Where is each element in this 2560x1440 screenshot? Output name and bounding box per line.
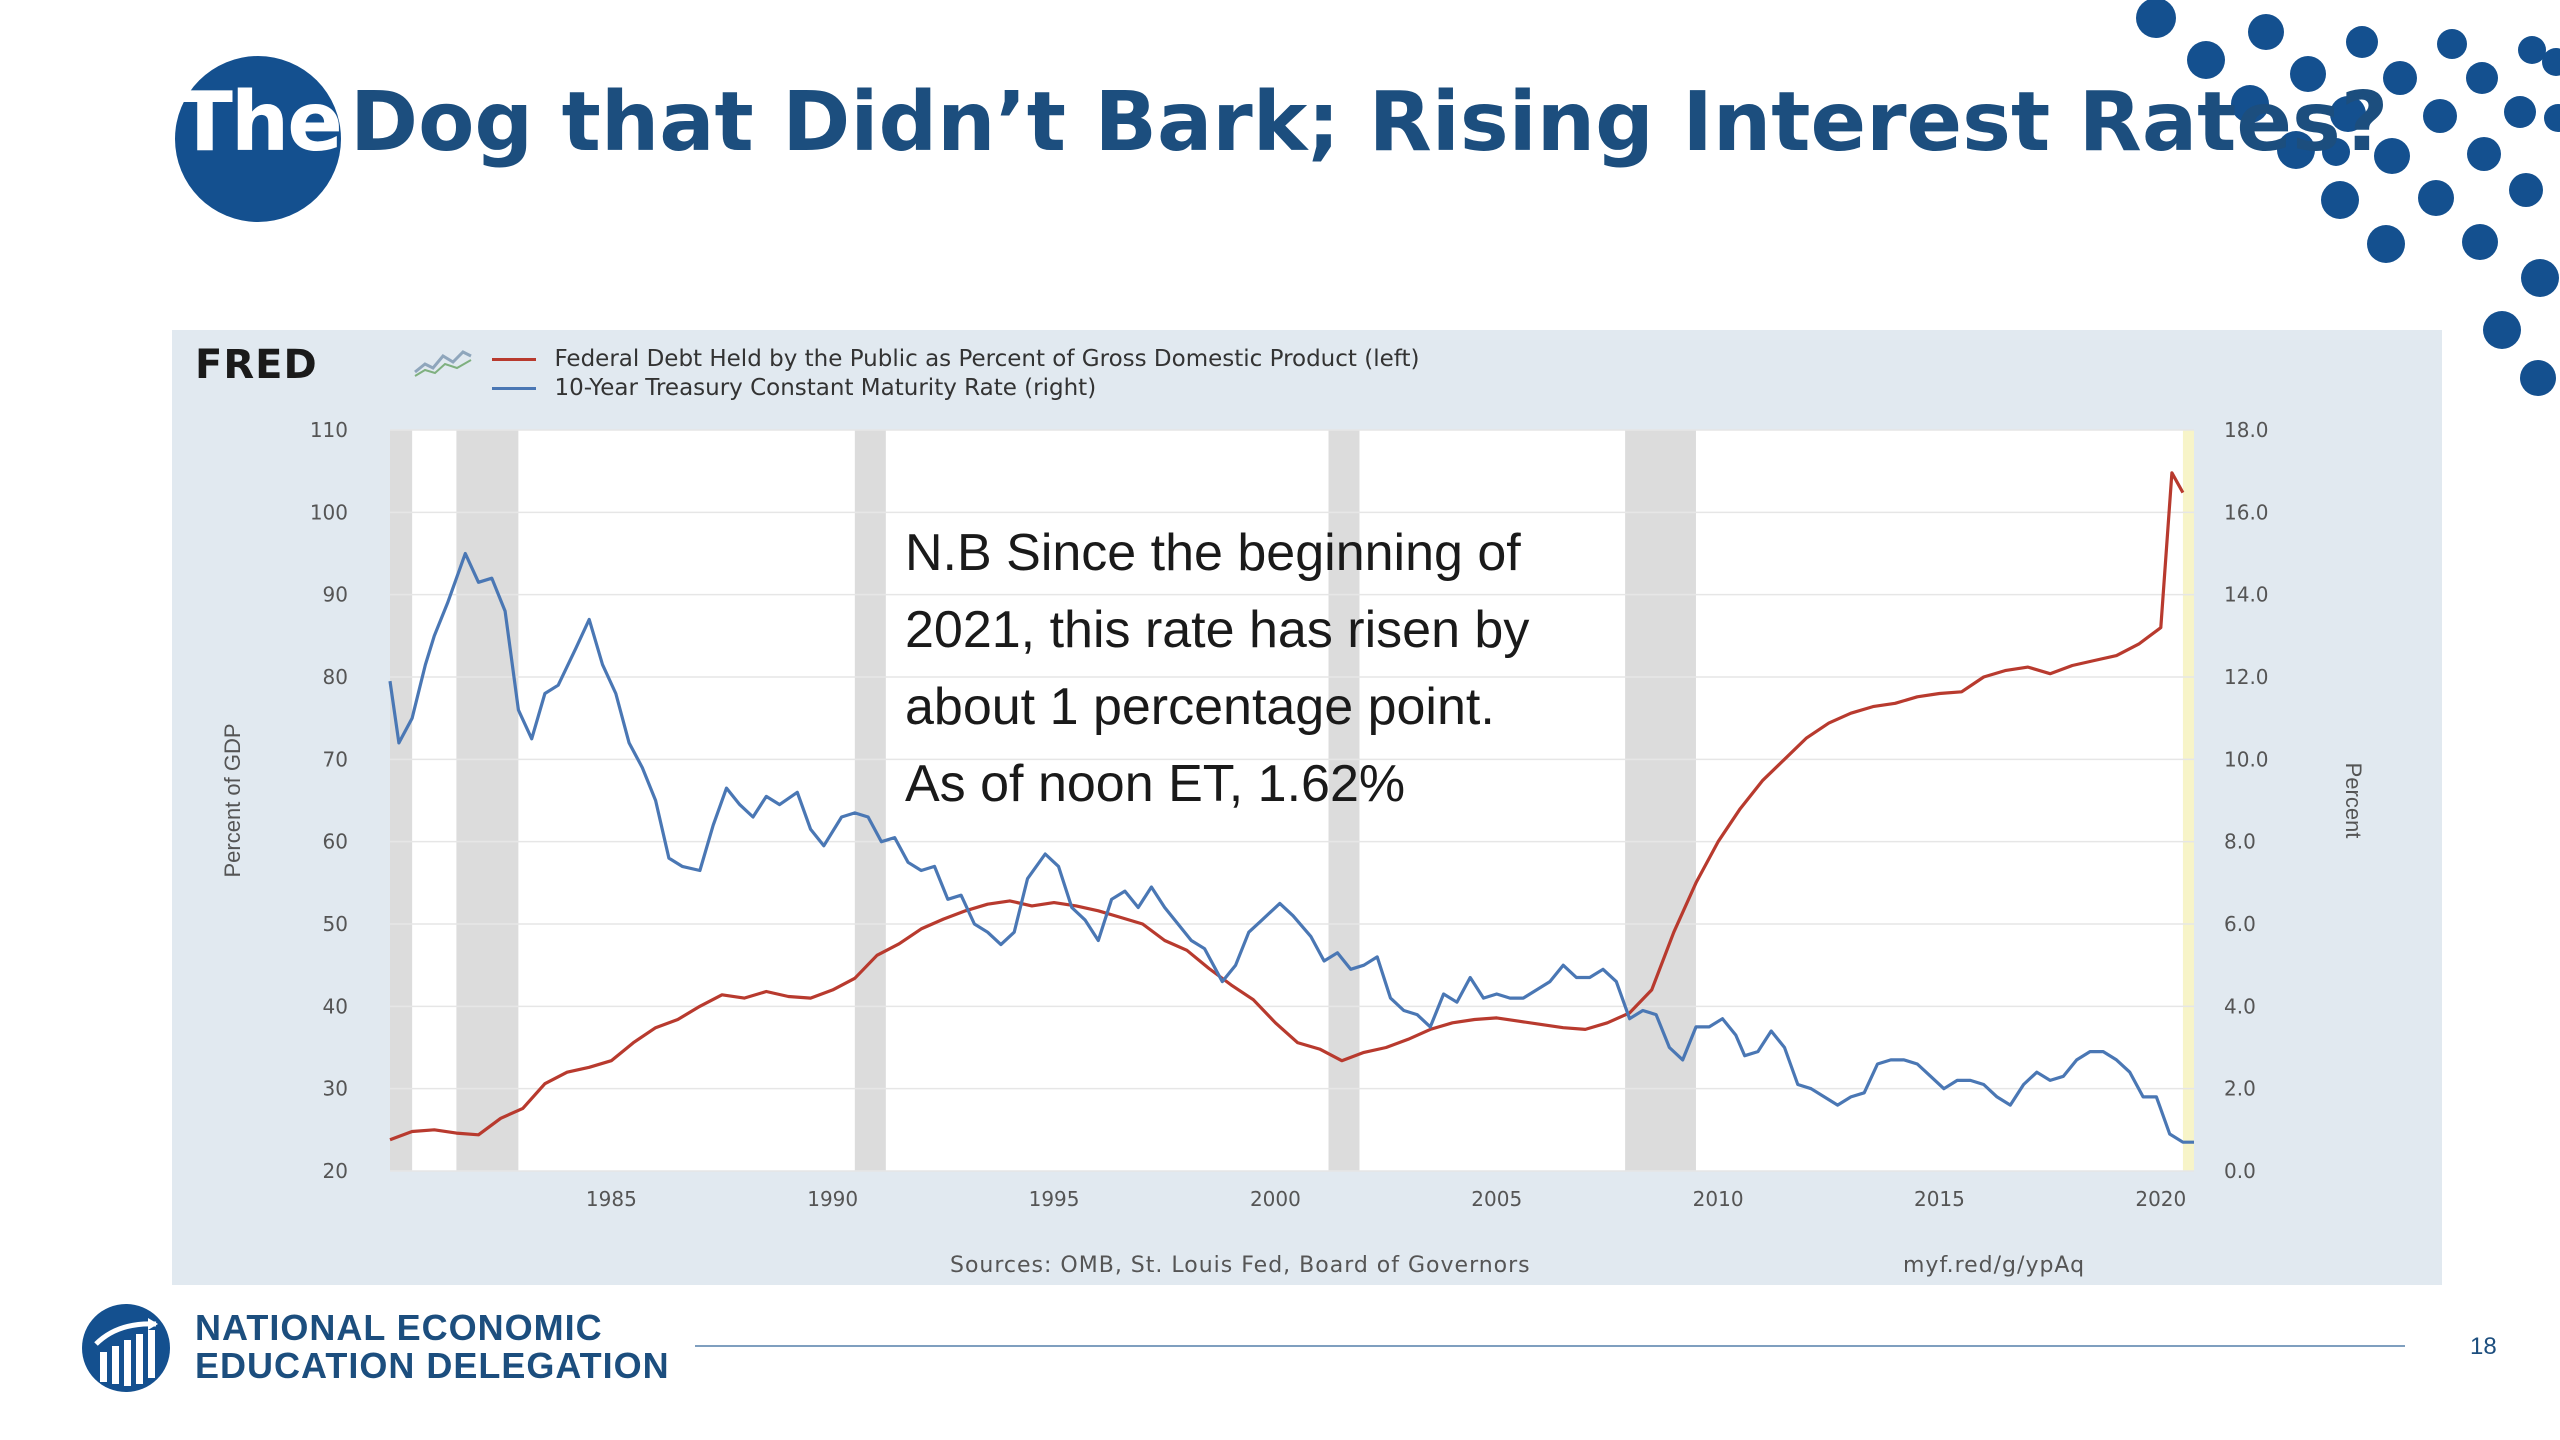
decorative-dot <box>2467 137 2501 171</box>
decorative-dot <box>2248 14 2284 50</box>
decorative-dot <box>2544 104 2560 132</box>
title-prefix: The <box>177 75 343 170</box>
y-right-tick-label: 2.0 <box>2224 1077 2256 1101</box>
y-right-tick-label: 6.0 <box>2224 912 2256 936</box>
recession-band <box>1625 430 1696 1171</box>
y-right-tick-label: 16.0 <box>2224 500 2269 524</box>
recession-band <box>456 430 519 1171</box>
y-left-tick-label: 80 <box>323 665 348 689</box>
y-right-axis-title: Percent <box>2341 763 2366 839</box>
x-tick-label: 2005 <box>1471 1187 1522 1211</box>
y-left-tick-label: 20 <box>323 1159 348 1183</box>
decorative-dot <box>2346 26 2378 58</box>
organization-name-line1: NATIONAL ECONOMIC <box>195 1307 603 1348</box>
fred-graph-icon <box>413 346 473 378</box>
decorative-dot <box>2521 259 2559 297</box>
decorative-dot <box>2367 225 2405 263</box>
legend-label-debt: Federal Debt Held by the Public as Perce… <box>554 346 1420 372</box>
y-left-tick-label: 70 <box>323 747 348 771</box>
decorative-dot <box>2466 62 2498 94</box>
y-right-tick-label: 8.0 <box>2224 830 2256 854</box>
y-right-tick-label: 0.0 <box>2224 1159 2256 1183</box>
legend-swatch-treasury <box>492 386 536 390</box>
x-tick-label: 2020 <box>2135 1187 2186 1211</box>
page-number: 18 <box>2470 1333 2497 1360</box>
x-tick-label: 1990 <box>807 1187 858 1211</box>
fred-logo: FRED <box>195 342 318 388</box>
decorative-dot <box>2374 138 2410 174</box>
decorative-dot <box>2136 0 2176 38</box>
decorative-dot <box>2462 224 2498 260</box>
y-left-tick-label: 110 <box>310 418 348 442</box>
y-left-tick-label: 90 <box>323 583 348 607</box>
series-line-treasury-rate <box>388 551 2194 1144</box>
decorative-dot <box>2423 99 2457 133</box>
decorative-dot <box>2383 61 2417 95</box>
decorative-dot <box>2437 29 2467 59</box>
annotation-line: 2021, this rate has risen by <box>905 601 1530 659</box>
legend-swatch-debt <box>492 357 536 361</box>
y-left-tick-label: 40 <box>323 994 348 1018</box>
annotation-line: about 1 percentage point. <box>905 678 1495 736</box>
decorative-dot <box>2277 131 2315 169</box>
chart-plot: 110 100 90 80 70 60 50 40 30 20 18.0 16.0 14.0 12.0 10… <box>220 418 2366 1211</box>
plot-area <box>390 430 2194 1171</box>
decorative-dot <box>2509 173 2543 207</box>
decorative-dot <box>2231 85 2269 123</box>
legend-item-treasury: 10-Year Treasury Constant Maturity Rate … <box>492 375 1419 403</box>
y-right-tick-label: 18.0 <box>2224 418 2269 442</box>
y-right-tick-label: 10.0 <box>2224 747 2269 771</box>
annotation-note: N.B Since the beginning of 2021, this ra… <box>905 515 1529 823</box>
recession-band <box>854 430 886 1171</box>
legend-label-treasury: 10-Year Treasury Constant Maturity Rate … <box>554 375 1097 401</box>
y-right-tick-label: 12.0 <box>2224 665 2269 689</box>
x-tick-label: 2015 <box>1914 1187 1965 1211</box>
y-left-tick-label: 30 <box>323 1077 348 1101</box>
footer-divider <box>695 1345 2405 1347</box>
y-right-tick-label: 4.0 <box>2224 994 2256 1018</box>
x-tick-label: 2010 <box>1693 1187 1744 1211</box>
decorative-dot <box>2504 96 2536 128</box>
recession-band <box>1328 430 1360 1171</box>
x-tick-label: 1995 <box>1029 1187 1080 1211</box>
title-badge <box>175 56 341 222</box>
y-left-tick-label: 100 <box>310 500 348 524</box>
organization-logo-icon <box>82 1304 170 1392</box>
decorative-dot <box>2321 181 2359 219</box>
y-left-tick-label: 50 <box>323 912 348 936</box>
decorative-dot <box>2542 48 2560 76</box>
x-tick-label: 2000 <box>1250 1187 1301 1211</box>
y-left-tick-label: 60 <box>323 830 348 854</box>
decorative-dot <box>2330 96 2366 132</box>
decorative-dot <box>2520 360 2556 396</box>
series-line-federal-debt <box>389 471 2185 1142</box>
decorative-dot <box>2290 56 2326 92</box>
recession-band <box>390 430 413 1171</box>
decorative-dot <box>2518 36 2546 64</box>
decorative-dot <box>2322 138 2350 166</box>
annotation-line: N.B Since the beginning of <box>905 524 1521 582</box>
decorative-dot <box>2418 180 2454 216</box>
chart-sources: Sources: OMB, St. Louis Fed, Board of Go… <box>950 1253 1531 1278</box>
highlight-band <box>2182 430 2194 1171</box>
decorative-dot <box>2483 311 2521 349</box>
chart-shortlink[interactable]: myf.red/g/ypAq <box>1903 1253 2086 1278</box>
decorative-dot <box>2187 41 2225 79</box>
organization-name-line2: EDUCATION DELEGATION <box>195 1345 670 1386</box>
y-left-axis-title: Percent of GDP <box>220 723 245 877</box>
annotation-line: As of noon ET, 1.62% <box>905 755 1406 813</box>
decorative-dot-pattern <box>2136 0 2560 396</box>
slide-title: Dog that Didn’t Bark; Rising Interest Ra… <box>350 75 2389 170</box>
x-tick-label: 1985 <box>586 1187 637 1211</box>
y-right-tick-label: 14.0 <box>2224 583 2269 607</box>
chart-legend: Federal Debt Held by the Public as Perce… <box>492 346 1419 404</box>
legend-item-debt: Federal Debt Held by the Public as Perce… <box>492 346 1419 374</box>
